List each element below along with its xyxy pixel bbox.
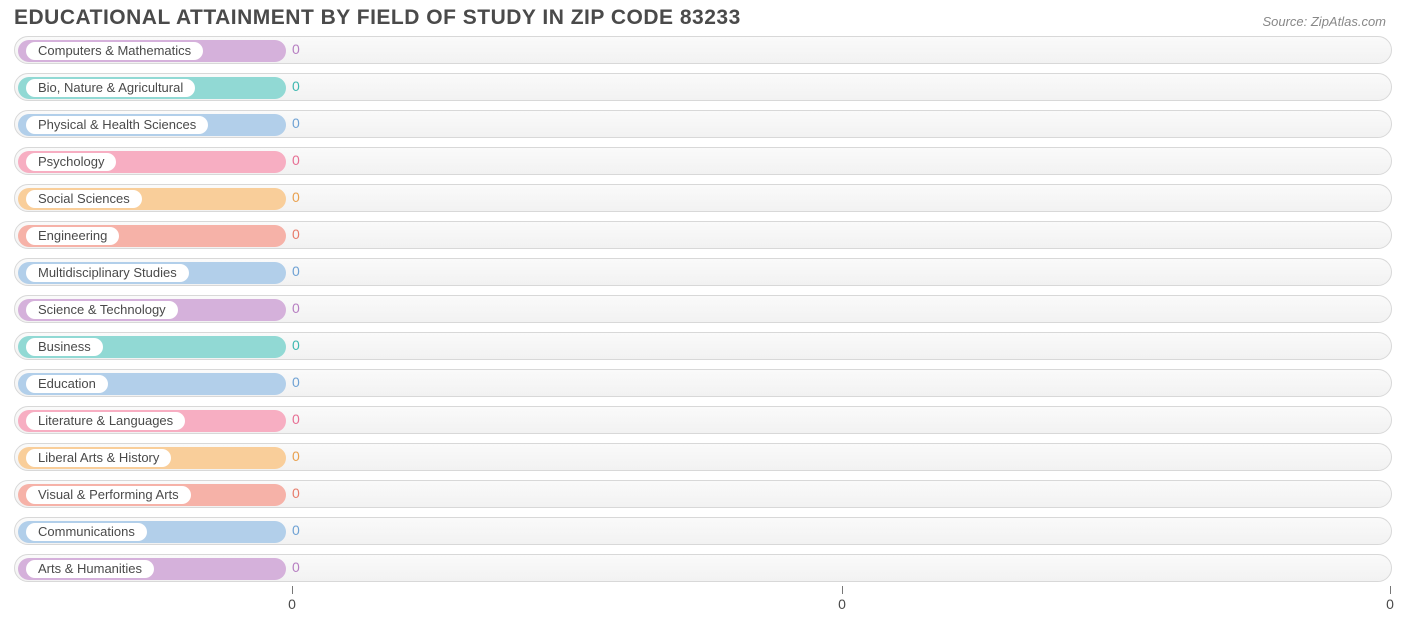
bar-label: Visual & Performing Arts bbox=[26, 486, 191, 504]
bar-track: Social Sciences 0 bbox=[14, 184, 1392, 212]
axis-tick bbox=[292, 586, 293, 594]
bar-label: Business bbox=[26, 338, 103, 356]
axis-tick bbox=[1390, 586, 1391, 594]
bar-value: 0 bbox=[292, 78, 300, 94]
bar-label: Bio, Nature & Agricultural bbox=[26, 79, 195, 97]
bar-label: Arts & Humanities bbox=[26, 560, 154, 578]
bar-value: 0 bbox=[292, 226, 300, 242]
bar-value: 0 bbox=[292, 152, 300, 168]
bar-label: Engineering bbox=[26, 227, 119, 245]
chart-plot-area: Computers & Mathematics0Bio, Nature & Ag… bbox=[14, 36, 1392, 596]
bar-value: 0 bbox=[292, 374, 300, 390]
bar-track: Engineering 0 bbox=[14, 221, 1392, 249]
bar-value: 0 bbox=[292, 559, 300, 575]
bar-track: Liberal Arts & History 0 bbox=[14, 443, 1392, 471]
axis-tick-label: 0 bbox=[838, 596, 846, 612]
bar-label: Psychology bbox=[26, 153, 116, 171]
bar-value: 0 bbox=[292, 485, 300, 501]
bar-value: 0 bbox=[292, 448, 300, 464]
bar-label: Literature & Languages bbox=[26, 412, 185, 430]
bar-track: Multidisciplinary Studies 0 bbox=[14, 258, 1392, 286]
axis-tick-label: 0 bbox=[1386, 596, 1394, 612]
source-attribution: Source: ZipAtlas.com bbox=[1262, 14, 1386, 29]
bar-track: Communications 0 bbox=[14, 517, 1392, 545]
bar-value: 0 bbox=[292, 189, 300, 205]
bar-value: 0 bbox=[292, 115, 300, 131]
bar-track: Literature & Languages 0 bbox=[14, 406, 1392, 434]
bar-value: 0 bbox=[292, 411, 300, 427]
chart-title: EDUCATIONAL ATTAINMENT BY FIELD OF STUDY… bbox=[14, 6, 741, 30]
bar-label: Liberal Arts & History bbox=[26, 449, 171, 467]
bar-track: Education 0 bbox=[14, 369, 1392, 397]
bar-label: Physical & Health Sciences bbox=[26, 116, 208, 134]
axis-tick bbox=[842, 586, 843, 594]
bar-label: Social Sciences bbox=[26, 190, 142, 208]
bar-track: Physical & Health Sciences 0 bbox=[14, 110, 1392, 138]
bar-label: Communications bbox=[26, 523, 147, 541]
bar-track: Bio, Nature & Agricultural 0 bbox=[14, 73, 1392, 101]
bar-track: Business 0 bbox=[14, 332, 1392, 360]
bar-label: Multidisciplinary Studies bbox=[26, 264, 189, 282]
bar-label: Education bbox=[26, 375, 108, 393]
bar-label: Computers & Mathematics bbox=[26, 42, 203, 60]
x-axis: 0 0 0 bbox=[14, 586, 1392, 616]
bar-value: 0 bbox=[292, 41, 300, 57]
bar-label: Science & Technology bbox=[26, 301, 178, 319]
bar-track: Science & Technology 0 bbox=[14, 295, 1392, 323]
bar-value: 0 bbox=[292, 337, 300, 353]
bar-track: Arts & Humanities 0 bbox=[14, 554, 1392, 582]
bar-value: 0 bbox=[292, 300, 300, 316]
bar-value: 0 bbox=[292, 522, 300, 538]
bar-track: Visual & Performing Arts 0 bbox=[14, 480, 1392, 508]
bar-track: Computers & Mathematics 0 bbox=[14, 36, 1392, 64]
bar-track: Psychology 0 bbox=[14, 147, 1392, 175]
axis-tick-label: 0 bbox=[288, 596, 296, 612]
bar-value: 0 bbox=[292, 263, 300, 279]
